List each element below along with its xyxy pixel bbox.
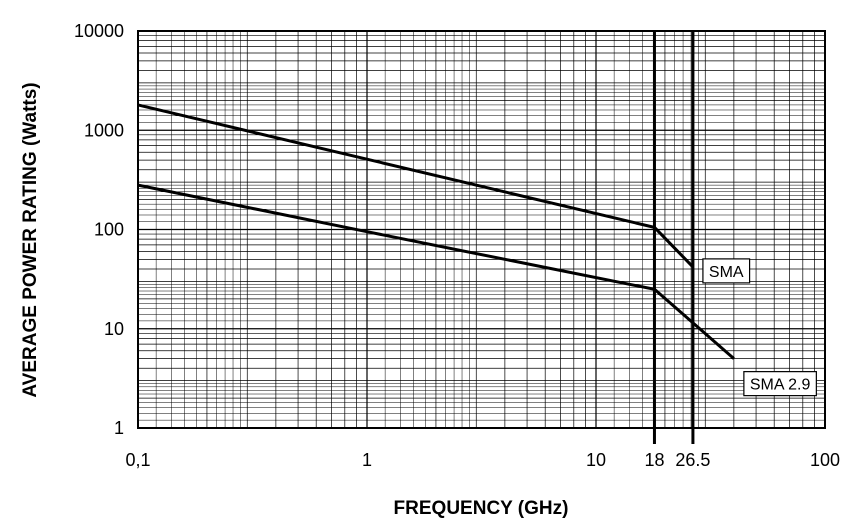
series-label-text: SMA 2.9 (750, 377, 811, 394)
plot-frame (137, 30, 826, 429)
x-tick-labels: 0,1 1 10 18 26.5 100 (125, 450, 840, 470)
y-tick-label: 100 (94, 220, 124, 240)
x-tick-label: 100 (810, 450, 840, 470)
series-label-0: SMA (702, 258, 751, 284)
series-label-box (702, 258, 751, 284)
y-tick-label: 10 (104, 319, 124, 339)
series-label-box (743, 371, 817, 397)
y-tick-label: 1 (114, 418, 124, 438)
x-tick-label: 0,1 (125, 450, 150, 470)
y-tick-label: 10000 (74, 21, 124, 41)
y-tick-label: 1000 (84, 120, 124, 140)
reference-lines (652, 31, 695, 444)
series-line-0 (137, 103, 694, 268)
series-labels: SMA SMA 2.9 (702, 258, 817, 397)
x-tick-label: 1 (362, 450, 372, 470)
series-label-text: SMA (709, 264, 744, 281)
x-tick-label: 10 (586, 450, 606, 470)
series-lines (137, 103, 735, 360)
series-line-1 (137, 183, 735, 360)
x-tick-label: 18 (644, 450, 664, 470)
series-label-1: SMA 2.9 (743, 371, 817, 397)
x-tick-label: 26.5 (675, 450, 710, 470)
y-tick-labels: 1 10 100 1000 10000 (74, 21, 124, 438)
x-axis-title: FREQUENCY (GHz) (394, 498, 569, 519)
y-axis-title: AVERAGE POWER RATING (Watts) (20, 82, 41, 397)
